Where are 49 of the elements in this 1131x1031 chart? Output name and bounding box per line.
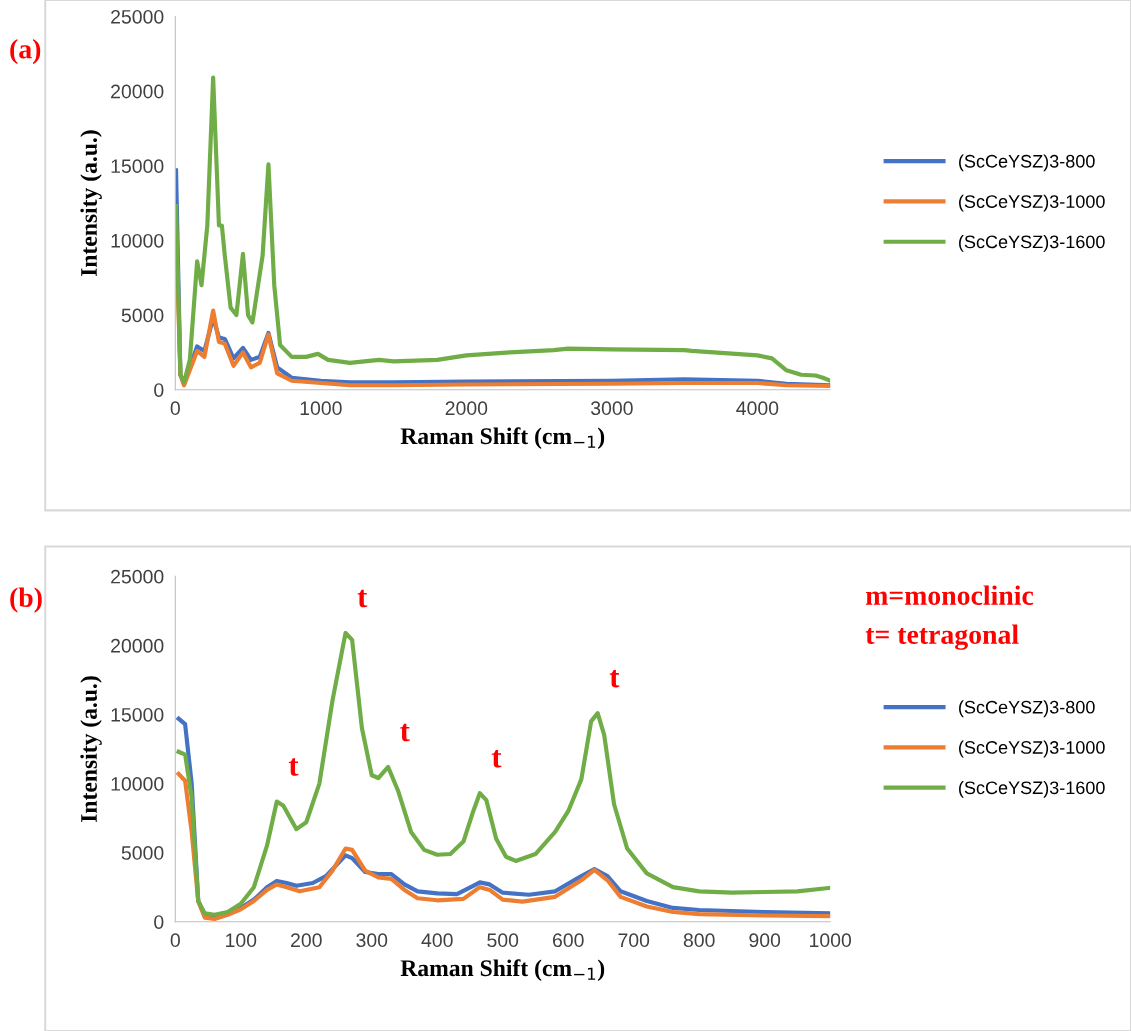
x-tick-label: 0 [170,933,180,948]
line-series [175,75,831,385]
x-axis-title: Raman Shift (cm$_{−1}$) [400,959,605,981]
y-tick-label: 20000 [111,84,164,99]
x-tick-label: 900 [749,933,781,948]
x-axis-title: Raman Shift (cm$_{−1}$) [400,427,605,449]
y-tick-label: 0 [154,915,164,929]
annotation: t [357,589,368,608]
x-tick-label: 400 [421,933,453,948]
y-tick-label: 5000 [121,846,164,860]
y-axis-title: Intensity (a.u.) [80,130,102,277]
x-tick-label: 0 [170,401,180,416]
y-tick-label: 25000 [111,569,164,584]
annotation: t [609,669,620,688]
x-tick-label: 1000 [300,401,342,416]
legend-label: (ScCeYSZ)3-1000 [959,740,1105,758]
text: (a) [10,38,41,65]
y-tick-label: 25000 [111,9,164,24]
line-series [176,630,831,917]
text: (b) [10,587,42,613]
x-tick-label: 200 [291,933,322,948]
y-tick-label: 10000 [111,777,164,791]
x-tick-label: 3000 [590,401,633,416]
y-tick-label: 5000 [121,308,164,323]
x-tick-label: 100 [226,933,257,948]
x-tick-label: 600 [552,933,584,948]
y-tick-label: 0 [154,383,164,397]
y-tick-label: 20000 [111,638,164,653]
legend-label: (ScCeYSZ)3-1600 [959,780,1105,798]
annotation: t [288,758,299,776]
x-tick-label: 4000 [736,401,779,416]
legend-label: (ScCeYSZ)3-1000 [959,194,1105,212]
x-tick-label: 500 [487,933,519,948]
x-tick-label: 300 [356,933,388,948]
y-tick-label: 10000 [111,233,164,248]
x-tick-label: 700 [618,933,650,948]
annotation: t [400,723,410,742]
x-tick-label: 800 [683,933,715,948]
legend-label: (ScCeYSZ)3-800 [959,700,1095,718]
text: t= tetragonal [865,624,1019,650]
x-tick-label: 1000 [810,933,852,948]
y-tick-label: 15000 [111,707,164,722]
legend-label: (ScCeYSZ)3-800 [959,154,1095,172]
text: m=monoclinic [865,585,1034,605]
x-tick-label: 2000 [445,401,488,416]
y-tick-label: 15000 [111,159,164,174]
legend-label: (ScCeYSZ)3-1600 [959,234,1105,252]
y-axis-title: Intensity (a.u.) [80,676,102,823]
annotation: t [491,750,502,768]
